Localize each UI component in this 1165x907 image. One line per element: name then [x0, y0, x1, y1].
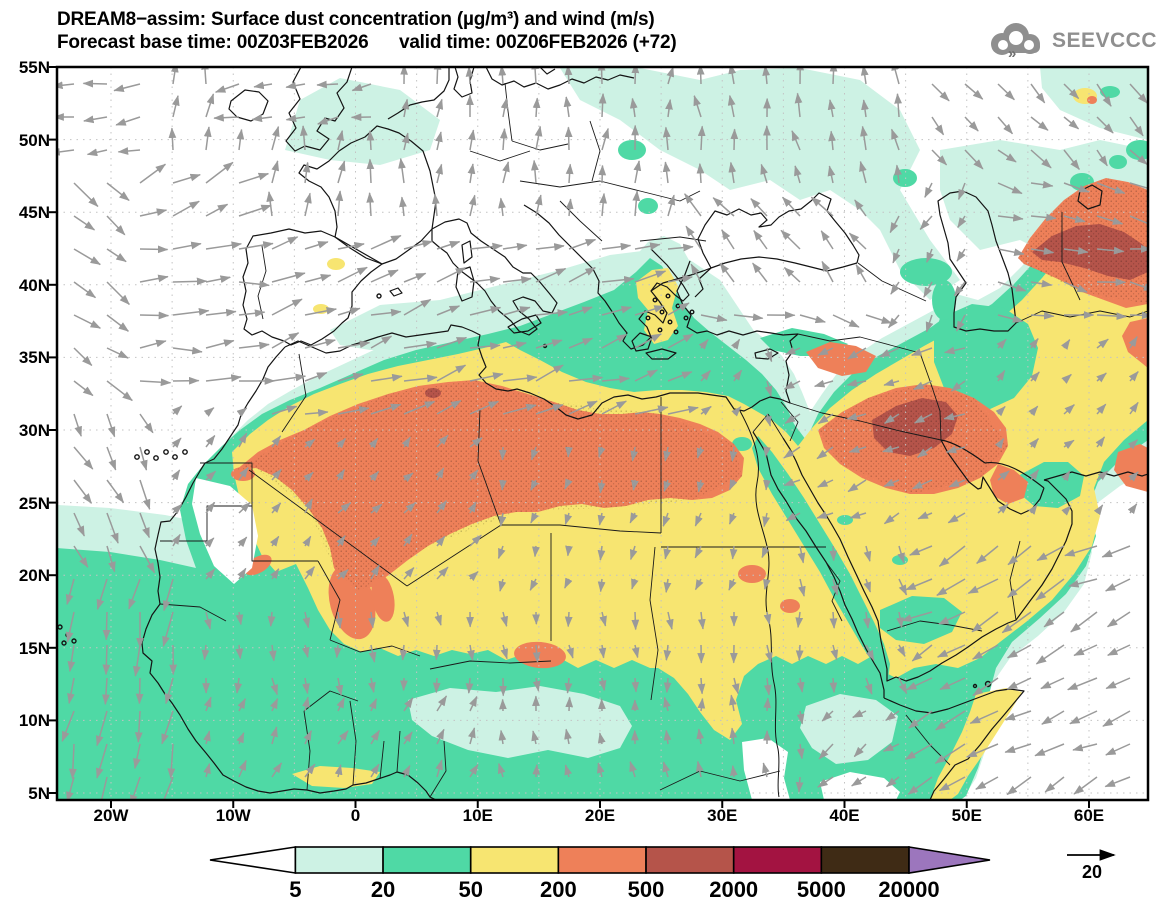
axis-ticks	[49, 66, 1090, 808]
colorbar-level-5000: 5000	[797, 877, 846, 902]
colorbar-level-50: 50	[458, 877, 482, 902]
colorbar-level-500: 500	[628, 877, 665, 902]
wind-vectors	[58, 68, 1147, 799]
lat-label-40N: 40N	[18, 275, 50, 295]
lon-label-30E: 30E	[707, 806, 738, 825]
dust-field-contours	[58, 68, 1147, 799]
legend: 5 20 50 200 500 2000 5000 20000 20	[209, 846, 1116, 902]
map-frame	[55, 65, 1150, 802]
lon-label-20E: 20E	[584, 806, 616, 825]
map-subtitle-times: Forecast base time: 00Z03FEB2026 valid t…	[57, 32, 677, 53]
lat-label-55N: 55N	[18, 58, 50, 77]
colorbar-level-200: 200	[540, 877, 577, 902]
lat-label-15N: 15N	[18, 638, 50, 658]
colorbar-level-5: 5	[289, 877, 301, 902]
lon-label-0: 0	[350, 806, 361, 825]
wind-reference-label: 20	[1082, 862, 1102, 882]
lat-label-30N: 30N	[18, 421, 50, 440]
lat-label-35N: 35N	[18, 348, 50, 368]
colorbar-level-2000: 2000	[709, 877, 758, 902]
wind-reference: 20	[1067, 849, 1116, 882]
lon-label-10E: 10E	[462, 806, 493, 825]
lon-label-20W: 20W	[93, 806, 129, 825]
logo-text: SEEVCCC	[1051, 29, 1157, 52]
colorbar-level-20000: 20000	[878, 877, 939, 902]
lat-label-25N: 25N	[18, 493, 50, 513]
svg-text:»: »	[1008, 45, 1016, 62]
colorbar: 5 20 50 200 500 2000 5000 20000	[209, 846, 991, 902]
lat-label-50N: 50N	[18, 130, 50, 150]
map-title: DREAM8−assim: Surface dust concentration…	[57, 9, 655, 30]
lon-label-10W: 10W	[215, 806, 251, 825]
lat-label-10N: 10N	[18, 711, 50, 731]
colorbar-level-20: 20	[371, 877, 395, 902]
lon-label-40E: 40E	[829, 806, 860, 825]
island-dots	[58, 293, 992, 689]
seevccc-logo: » SEEVCCC	[984, 20, 1157, 62]
cloud-icon: »	[990, 23, 1040, 62]
lat-label-45N: 45N	[18, 203, 50, 223]
map-layers	[58, 68, 1147, 799]
lat-label-5N: 5N	[28, 784, 50, 803]
lon-label-60E: 60E	[1073, 806, 1105, 825]
lon-label-50E: 50E	[951, 806, 982, 825]
coastlines	[141, 68, 1147, 799]
lat-label-20N: 20N	[18, 566, 50, 586]
